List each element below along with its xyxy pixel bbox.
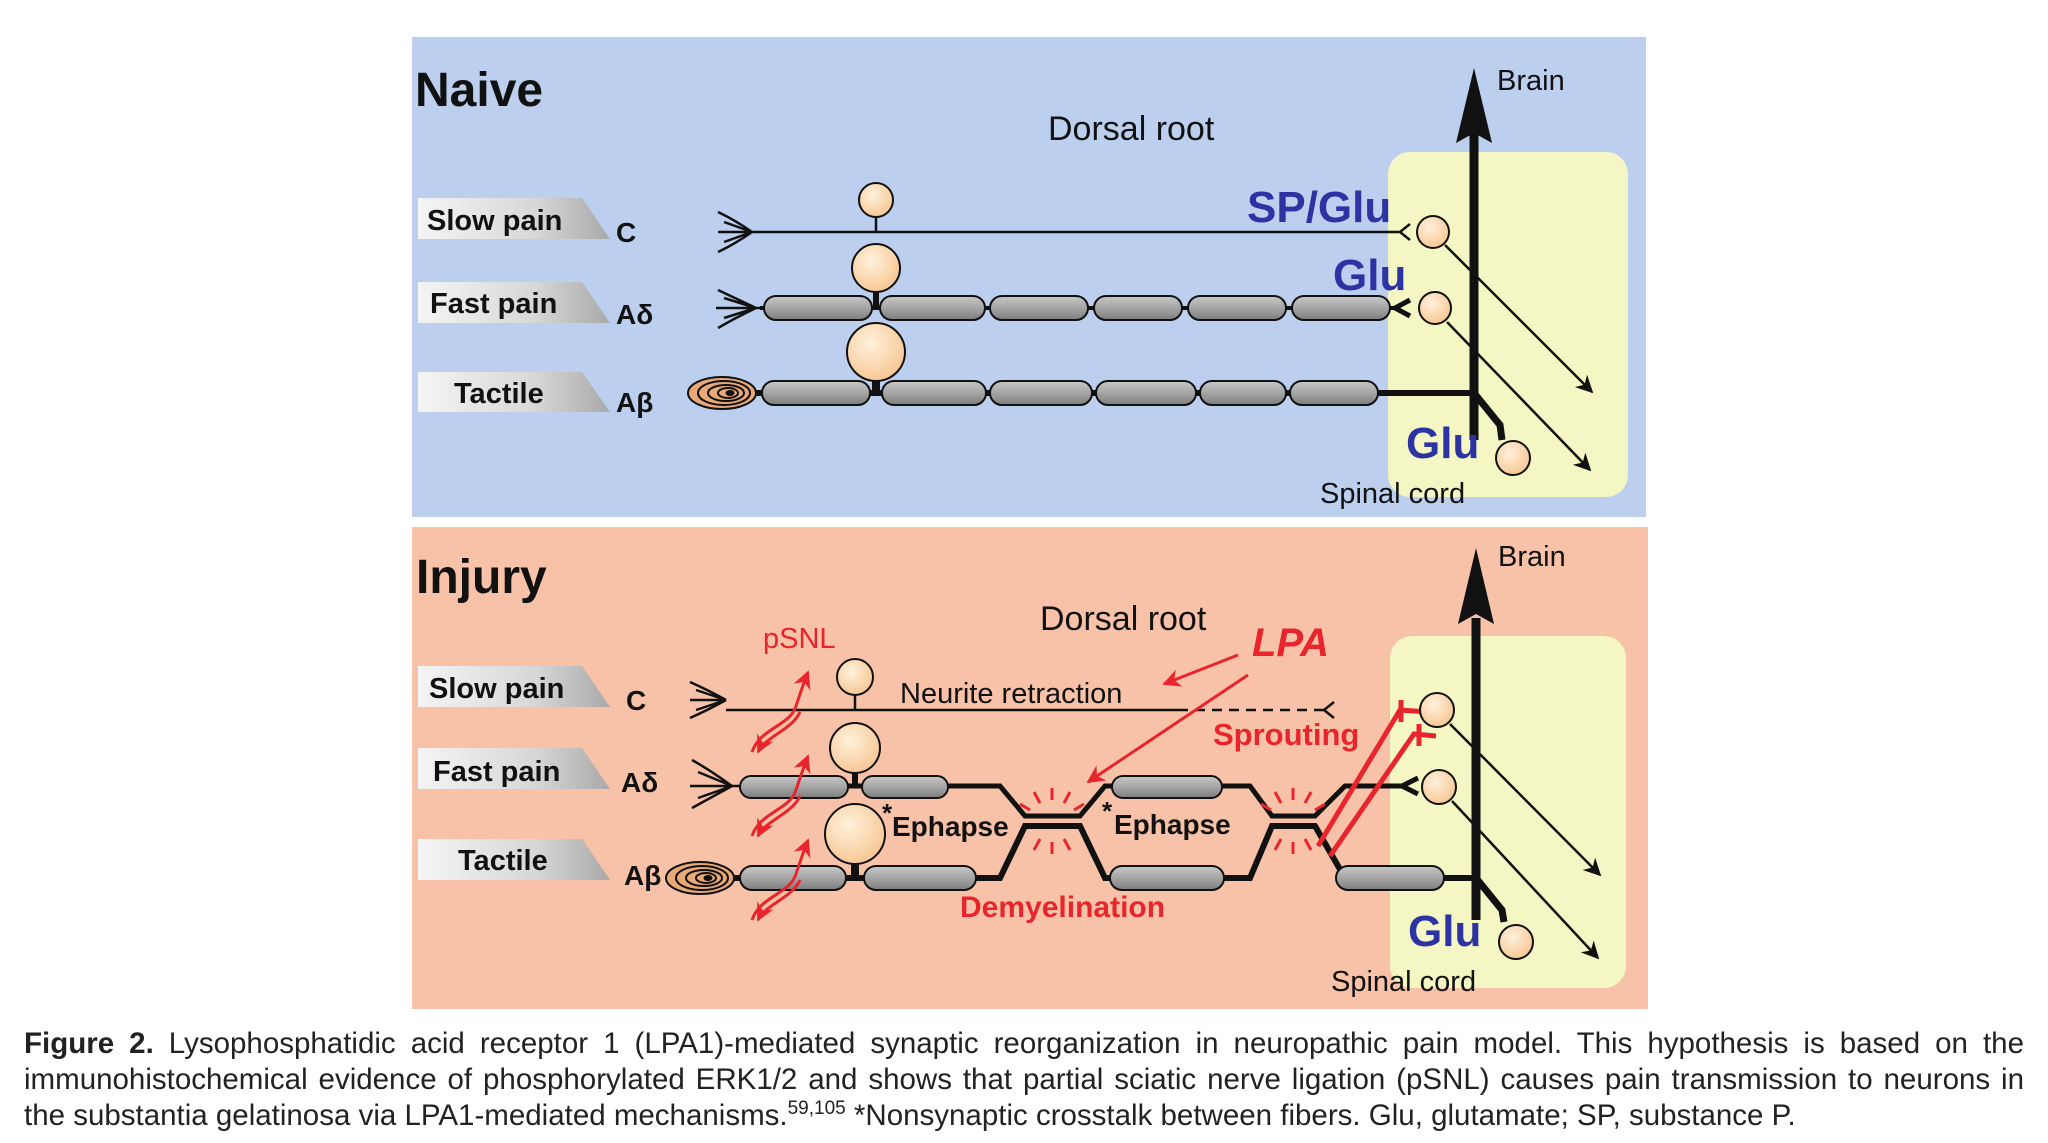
naive-brain-label: Brain bbox=[1497, 65, 1565, 97]
injury-spinal-cord-region bbox=[1390, 636, 1626, 988]
naive-projection-2 bbox=[1446, 321, 1592, 472]
injury-ephapse-label-2: Ephapse bbox=[1114, 809, 1231, 840]
injury-tag-fast-pain-label: Fast pain bbox=[433, 756, 560, 788]
injury-lpa-arrow-retraction bbox=[1162, 653, 1239, 687]
naive-fiber-c: C bbox=[616, 217, 636, 248]
injury-projection-1 bbox=[1449, 723, 1602, 877]
naive-c-fiber bbox=[717, 210, 1411, 254]
naive-brain-arrow bbox=[1456, 68, 1492, 440]
naive-dorsal-root-label: Dorsal root bbox=[1048, 110, 1215, 148]
caption-note: *Nonsynaptic crosstalk between fibers. G… bbox=[845, 1099, 1796, 1132]
injury-brain-arrow bbox=[1458, 548, 1494, 920]
caption-label: Figure 2. bbox=[24, 1027, 154, 1060]
injury-tag-fast-pain: Fast pain bbox=[418, 748, 610, 789]
naive-a-delta-cell-body bbox=[851, 243, 901, 293]
injury-tag-slow-pain: Slow pain bbox=[418, 666, 610, 707]
injury-ephapse-spark-2 bbox=[1260, 788, 1326, 854]
injury-a-beta-cell-body bbox=[824, 803, 886, 865]
injury-lpa-label: LPA bbox=[1252, 621, 1329, 665]
injury-glu-label: Glu bbox=[1408, 907, 1481, 956]
injury-a-beta-receptor bbox=[665, 861, 735, 895]
injury-demyelination-label: Demyelination bbox=[960, 891, 1165, 924]
injury-fiber-a-delta: Aδ bbox=[621, 767, 658, 798]
injury-c-cell-body bbox=[836, 658, 874, 696]
injury-psnl-arrows bbox=[750, 670, 811, 922]
naive-c-cell-body bbox=[858, 182, 894, 218]
naive-fiber-a-beta: Aβ bbox=[616, 387, 653, 418]
naive-a-beta-receptor bbox=[687, 376, 757, 410]
injury-a-delta-myelin bbox=[739, 775, 1223, 799]
injury-dorsal-root-label: Dorsal root bbox=[1040, 600, 1207, 638]
naive-neuron-3 bbox=[1495, 440, 1531, 476]
naive-a-beta-branch bbox=[1471, 390, 1506, 441]
injury-spinal-cord-label: Spinal cord bbox=[1331, 966, 1476, 998]
injury-tag-slow-pain-label: Slow pain bbox=[429, 673, 564, 705]
naive-tag-fast-pain: Fast pain bbox=[418, 282, 610, 323]
injury-panel: Injury Dorsal root Slow pain Fast pain T… bbox=[412, 527, 1648, 1009]
injury-ephapse-label-1: Ephapse bbox=[892, 811, 1009, 842]
injury-neuron-1 bbox=[1419, 692, 1455, 728]
injury-neuron-2 bbox=[1421, 769, 1457, 805]
injury-ephapse-spark-1 bbox=[1019, 788, 1085, 854]
naive-tag-tactile-label: Tactile bbox=[454, 378, 544, 410]
caption-refs: 59,105 bbox=[787, 1098, 846, 1120]
naive-tag-slow-pain-label: Slow pain bbox=[427, 205, 562, 237]
naive-neuron-2 bbox=[1418, 291, 1452, 325]
injury-c-fiber bbox=[689, 680, 1335, 720]
injury-projection-2 bbox=[1451, 800, 1600, 960]
naive-glu-label-2: Glu bbox=[1406, 419, 1479, 468]
naive-glu-label-1: Glu bbox=[1333, 251, 1406, 300]
naive-projection-1 bbox=[1444, 244, 1594, 394]
naive-panel: Naive Dorsal root Slow pain Fast pain Ta… bbox=[412, 37, 1646, 517]
figure-caption: Figure 2. Lysophosphatidic acid receptor… bbox=[24, 1026, 2024, 1134]
caption-text: Lysophosphatidic acid receptor 1 (LPA1)-… bbox=[24, 1027, 2024, 1132]
injury-title: Injury bbox=[416, 551, 547, 604]
naive-fiber-a-delta: Aδ bbox=[616, 299, 653, 330]
injury-tag-tactile-label: Tactile bbox=[458, 845, 548, 877]
injury-fiber-c: C bbox=[626, 685, 646, 716]
injury-asterisk-2: * bbox=[1102, 796, 1113, 826]
injury-sprouting-fibers bbox=[1315, 700, 1437, 858]
injury-a-beta-branch bbox=[1473, 875, 1508, 923]
injury-neurite-retraction-label: Neurite retraction bbox=[900, 678, 1122, 710]
injury-a-delta-cell-body bbox=[829, 722, 881, 774]
naive-a-beta-cell-body bbox=[846, 322, 906, 382]
injury-tag-tactile: Tactile bbox=[418, 839, 610, 880]
injury-neuron-3 bbox=[1498, 924, 1534, 960]
injury-psnl-label: pSNL bbox=[763, 623, 836, 655]
naive-title: Naive bbox=[415, 64, 543, 117]
naive-a-beta-myelin bbox=[761, 380, 1379, 406]
injury-brain-label: Brain bbox=[1498, 541, 1566, 573]
naive-tag-tactile: Tactile bbox=[418, 372, 610, 412]
injury-asterisk-1: * bbox=[882, 798, 893, 828]
naive-spinal-cord-label: Spinal cord bbox=[1320, 478, 1465, 510]
naive-tag-fast-pain-label: Fast pain bbox=[430, 288, 557, 320]
injury-fiber-a-beta: Aβ bbox=[624, 860, 661, 891]
naive-a-delta-myelin bbox=[763, 295, 1391, 321]
naive-tag-slow-pain: Slow pain bbox=[418, 198, 610, 239]
naive-sp-glu-label: SP/Glu bbox=[1247, 183, 1391, 232]
naive-neuron-1 bbox=[1416, 215, 1450, 249]
injury-lpa-arrow-ephapse bbox=[1086, 673, 1249, 784]
injury-sprouting-label: Sprouting bbox=[1213, 717, 1359, 752]
